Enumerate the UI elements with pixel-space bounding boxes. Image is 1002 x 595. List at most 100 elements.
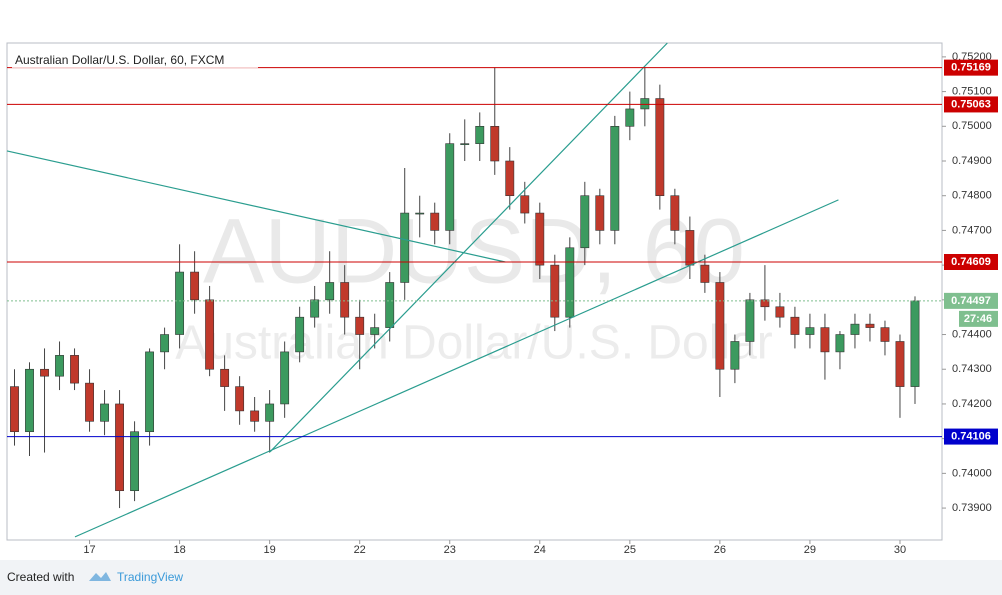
candle-body (100, 403, 109, 422)
x-tick-label: 18 (173, 544, 185, 556)
candle-body (145, 351, 155, 433)
countdown: 27:46 (964, 313, 992, 325)
trendline (74, 199, 839, 538)
candle-body (730, 341, 740, 370)
footer-brand[interactable]: TradingView (117, 570, 184, 584)
footer: Created with TradingView (0, 560, 1002, 595)
candle-body (700, 264, 710, 283)
candle-body (610, 125, 620, 231)
candle-body (85, 382, 94, 422)
countdown-bg (959, 310, 998, 327)
candle-body (805, 327, 815, 335)
candle-body (715, 282, 725, 370)
y-tick-label: 0.75000 (952, 120, 992, 132)
candle-body (280, 351, 290, 405)
candle-body (295, 316, 305, 353)
candle-body (235, 386, 245, 412)
candle-body (115, 403, 124, 492)
candle-body (790, 316, 800, 335)
candle-body (640, 98, 650, 110)
candle-body (265, 403, 275, 422)
x-tick-label: 19 (264, 544, 276, 556)
x-tick-label: 17 (83, 544, 95, 556)
x-tick-label: 29 (804, 544, 816, 556)
candle-body (865, 323, 875, 328)
y-tick-label: 0.73900 (952, 502, 992, 514)
candle-body (370, 327, 380, 335)
candle-body (880, 327, 890, 342)
candle-body (40, 368, 49, 377)
candle-body (310, 299, 320, 318)
candle-body (550, 264, 560, 318)
level-label-bg (944, 428, 998, 445)
candle-body (430, 212, 440, 231)
watermark-subtitle: Australian Dollar/U.S. Dollar (175, 317, 773, 370)
candle-body (760, 299, 770, 308)
candle-body (775, 306, 785, 318)
x-tick-label: 22 (354, 544, 366, 556)
watermark: AUDUSD, 60 (203, 200, 745, 302)
last-price-label: 0.74497 (951, 295, 991, 307)
candle-body (190, 271, 200, 301)
level-label: 0.74106 (951, 430, 991, 442)
candle-body (250, 410, 260, 422)
level-label: 0.75169 (951, 62, 991, 74)
x-tick-label: 30 (894, 544, 906, 556)
y-tick-label: 0.74000 (952, 467, 992, 479)
y-tick-label: 0.74700 (952, 224, 992, 236)
candle-body (160, 334, 170, 353)
candle-body (355, 316, 365, 335)
y-tick-label: 0.74200 (952, 398, 992, 410)
candle-body (820, 327, 830, 353)
candle-body (70, 355, 79, 384)
candle-body (25, 368, 34, 433)
candle-body (850, 323, 860, 335)
x-tick-label: 25 (624, 544, 636, 556)
candle-body (10, 386, 19, 433)
candle-body (325, 282, 335, 301)
candle-body (340, 282, 350, 318)
candle-body (520, 195, 530, 214)
candle-body (220, 368, 230, 387)
candle-body (910, 300, 920, 387)
y-tick-label: 0.75100 (952, 85, 992, 97)
candle-body (655, 98, 665, 197)
y-tick-label: 0.74400 (952, 328, 992, 340)
candle-body (205, 299, 215, 370)
level-label-bg (944, 59, 998, 76)
candle-body (505, 160, 515, 197)
candle-body (580, 195, 590, 249)
candle-body (595, 195, 605, 231)
candle-body (445, 143, 455, 231)
brand-logo (89, 572, 111, 581)
candle-body (475, 125, 485, 144)
level-label: 0.75063 (951, 98, 991, 110)
trendline (6, 150, 506, 263)
candle-body (460, 143, 470, 145)
candle-body (670, 195, 680, 231)
y-tick-label: 0.74900 (952, 155, 992, 167)
x-tick-label: 26 (714, 544, 726, 556)
candle-body (55, 355, 64, 377)
chart: AUDUSD, 60 Australian Dollar/U.S. Dollar… (6, 42, 998, 556)
candle-body (415, 212, 425, 215)
level-label-bg (944, 253, 998, 270)
candle-body (895, 341, 905, 387)
footer-prefix: Created with (7, 570, 75, 584)
x-tick-label: 24 (534, 544, 546, 556)
plot-frame (6, 42, 943, 541)
candle-body (535, 212, 545, 266)
candle-body (745, 299, 755, 342)
candle-body (130, 431, 139, 492)
candle-body (835, 334, 845, 353)
trendline (269, 42, 668, 453)
candle-body (490, 125, 500, 162)
chart-title: Australian Dollar/U.S. Dollar, 60, FXCM (15, 53, 224, 67)
candle-body (400, 212, 410, 283)
candle-body (685, 230, 695, 266)
level-label-bg (944, 96, 998, 113)
x-tick-label: 23 (444, 544, 456, 556)
last-price-bg (944, 292, 998, 309)
candle-body (175, 271, 185, 335)
